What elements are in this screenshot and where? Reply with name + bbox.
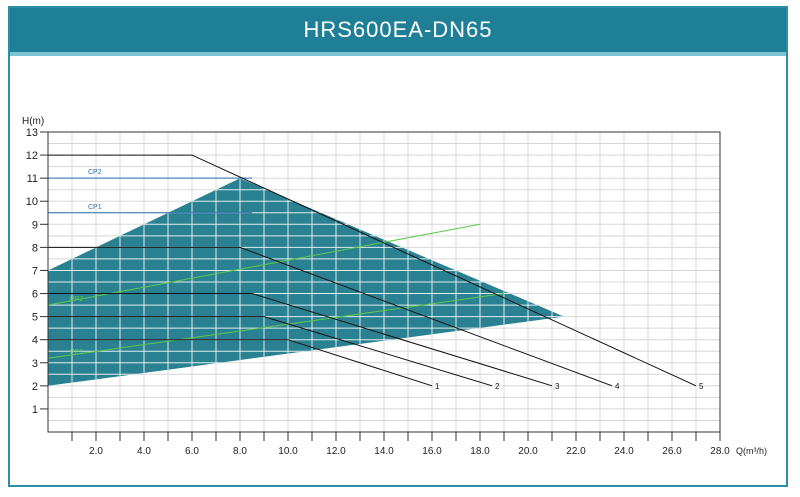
pump-curve-line xyxy=(48,293,553,387)
x-tick-label: 4.0 xyxy=(137,446,151,457)
x-tick-label: 22.0 xyxy=(566,446,586,457)
header-bar: HRS600EA-DN65 xyxy=(10,8,786,56)
proportional-pressure-line xyxy=(47,293,505,359)
x-tick-label: 20.0 xyxy=(518,446,538,457)
y-tick-label: 8 xyxy=(32,242,38,254)
y-tick-label: 4 xyxy=(32,335,38,347)
pump-curve-line xyxy=(48,316,493,387)
proportional-pressure-label: PP2 xyxy=(70,296,83,303)
constant-pressure-label: CP1 xyxy=(88,204,102,211)
y-tick-label: 12 xyxy=(26,150,38,162)
y-tick-label: 2 xyxy=(32,381,38,393)
y-tick-label: 7 xyxy=(32,265,38,277)
x-tick-label: 18.0 xyxy=(470,446,490,457)
x-tick-label: 24.0 xyxy=(614,446,634,457)
pump-curve-label: 2 xyxy=(495,382,500,391)
x-tick-label: 6.0 xyxy=(185,446,199,457)
pump-curve-label: 1 xyxy=(435,382,440,391)
proportional-pressure-label: PP1 xyxy=(70,349,83,356)
x-tick-label: 28.0 xyxy=(710,446,730,457)
y-tick-label: 5 xyxy=(32,312,38,324)
x-tick-label: 14.0 xyxy=(374,446,394,457)
pump-curve-label: 3 xyxy=(555,382,560,391)
pump-curve-line xyxy=(48,154,697,387)
x-tick-label: 10.0 xyxy=(278,446,298,457)
x-tick-label: 8.0 xyxy=(233,446,247,457)
x-axis-label: Q(m³/h) xyxy=(736,446,767,456)
pump-curve-line xyxy=(48,339,433,387)
y-axis-label: H(m) xyxy=(22,116,44,127)
y-tick-label: 11 xyxy=(27,173,38,185)
y-tick-label: 1 xyxy=(32,404,38,416)
x-tick-label: 12.0 xyxy=(326,446,346,457)
pump-curve-line xyxy=(48,246,613,387)
pump-curve-label: 5 xyxy=(699,382,704,391)
x-tick-label: 2.0 xyxy=(89,446,103,457)
constant-pressure-label: CP2 xyxy=(88,169,102,176)
pump-curve-label: 4 xyxy=(615,382,620,391)
y-tick-label: 3 xyxy=(32,358,38,370)
y-tick-label: 13 xyxy=(26,127,38,139)
x-tick-label: 16.0 xyxy=(422,446,442,457)
y-tick-label: 10 xyxy=(26,196,38,208)
proportional-pressure-line xyxy=(47,223,481,306)
y-tick-label: 6 xyxy=(32,289,38,301)
x-tick-label: 26.0 xyxy=(662,446,682,457)
y-tick-label: 9 xyxy=(32,219,38,231)
chart-title: HRS600EA-DN65 xyxy=(303,17,493,42)
